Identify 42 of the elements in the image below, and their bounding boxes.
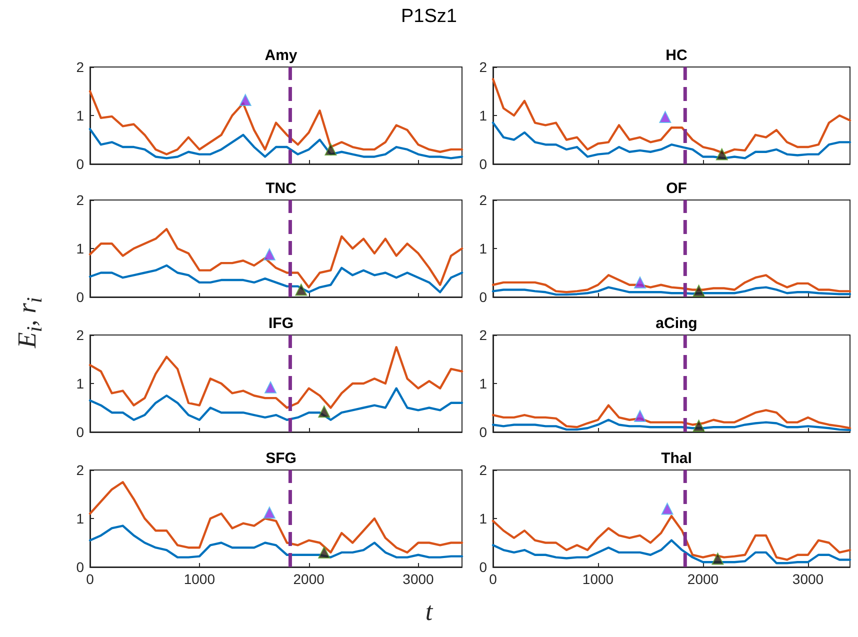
x-tick-label: 2000	[293, 571, 325, 587]
x-axis-title: t	[424, 597, 434, 627]
chart-title: aCing	[656, 315, 698, 332]
x-tick-label: 1000	[582, 571, 614, 587]
y-tick-label: 0	[76, 289, 84, 305]
y-tick-label: 1	[76, 510, 84, 526]
y-tick-label: 1	[479, 376, 488, 392]
text: P1Sz1	[400, 6, 458, 28]
y-tick-label: 2	[76, 59, 84, 75]
y-tick-label: 1	[479, 510, 488, 526]
y-tick-label: 1	[76, 108, 84, 124]
y-tick-label: 2	[76, 327, 84, 343]
y-tick-label: 0	[479, 289, 488, 305]
x-tick-label: 3000	[792, 571, 824, 587]
y-tick-label: 0	[479, 559, 488, 575]
y-tick-label: 1	[76, 240, 84, 256]
y-tick-label: 2	[76, 462, 84, 478]
y-tick-label: 0	[76, 424, 84, 440]
x-tick-label: 0	[86, 571, 94, 587]
chart-title: TNC	[266, 180, 297, 197]
chart-title: HC	[666, 47, 688, 64]
y-tick-label: 2	[76, 192, 84, 208]
y-tick-label: 0	[479, 424, 488, 440]
y-tick-label: 1	[479, 240, 488, 256]
y-tick-label: 2	[479, 462, 488, 478]
chart-title: IFG	[268, 315, 294, 332]
x-tick-label: 0	[489, 571, 498, 587]
y-tick-label: 2	[479, 327, 488, 343]
chart-title: SFG	[266, 450, 296, 467]
chart-title: Amy	[264, 47, 298, 64]
y-tick-label: 1	[76, 376, 84, 392]
y-tick-label: 2	[479, 59, 488, 75]
chart-title: Thal	[661, 450, 692, 467]
y-tick-label: 2	[479, 192, 488, 208]
x-tick-label: 2000	[687, 571, 719, 587]
y-tick-label: 1	[479, 108, 488, 124]
chart-title: OF	[666, 180, 687, 197]
y-tick-label: 0	[76, 559, 84, 575]
y-tick-label: 0	[76, 156, 84, 172]
x-tick-label: 3000	[402, 571, 434, 587]
y-tick-label: 0	[479, 156, 488, 172]
x-tick-label: 1000	[184, 571, 216, 587]
